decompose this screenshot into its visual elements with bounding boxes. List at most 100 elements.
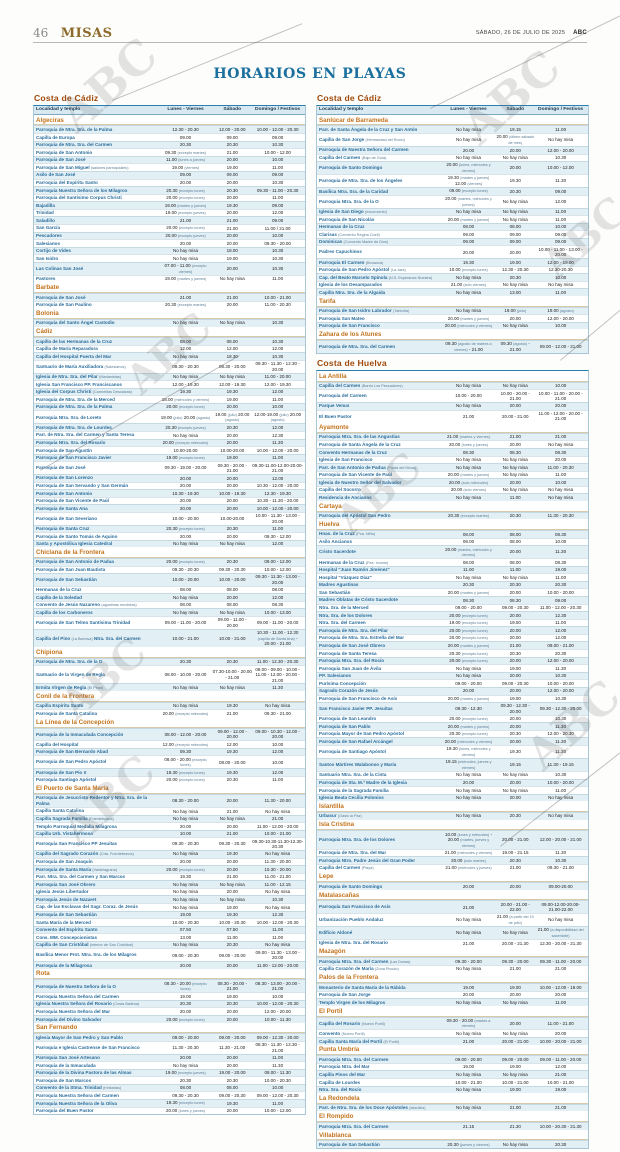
time-cell-sunday: 09.00-12.00-20.00-21.00-22.00 [541,901,580,913]
time-cell-sunday: 12.00 - 20.00 - 21.00 [539,837,582,843]
time-cell-weekday: 20.00 (excepto lunes) [166,225,205,231]
time-cell-saturday: No hay misa [502,999,528,1005]
time-cell-saturday: No hay misa [502,383,528,389]
time-cell-saturday: 19.00 [509,696,521,702]
schedule-row: Urbasur (Oasis la Paz) No hay misa 20.30 No… [317,811,588,820]
time-cell-weekday: 19.00 (excepto jueves) [165,1070,206,1076]
schedule-row: Parroquia e Iglesia Castrense de San Fra… [34,1040,305,1054]
time-cell-saturday: 20.00 [226,404,238,410]
church-name-cell: Parroquia de Sta. M.ª Madre de la Iglesi… [319,780,407,785]
schedule-row: Parroquia Santiago Apóstol 20.00 (excepto… [34,775,305,784]
time-cell-weekday: No hay misa [456,209,482,215]
time-cell-saturday: 20.00 [226,594,238,600]
time-cell-weekday: 19.00 (excepto lunes) [449,620,488,626]
time-cell-weekday: 19.00 (excepto lunes) [166,455,205,461]
time-cell-saturday: 21.00 [226,225,238,231]
church-name-cell: Parroquia de San Antonio [36,149,93,155]
time-cell-sunday: No hay misa [265,851,291,857]
church-name-cell: Clarisas (Convento Regina Coeli) [319,231,380,237]
schedule-note: (excepto lunes) [461,621,488,626]
time-cell-weekday: 11.30 - 20.30 [172,1044,199,1050]
time-cell-sunday: 09.30-10.30-11.30-12.30-20.30 [252,838,303,850]
schedule-row: Parroquia de la Sagrada Familia No hay mi… [317,786,588,794]
schedule-row: Salesianos 20.00 20.00 09.30 - 20.00 [34,239,305,247]
time-cell-saturday: 20.30 [226,1077,238,1083]
time-cell-sunday: 10.00 - 12.00 - 20.00 [256,505,299,511]
schedule-row: Ntra. Sra. del Rocío No hay misa 19.00 19.0… [317,1085,588,1094]
time-cell-saturday: 08.00 [226,587,238,593]
church-name-cell: Parroquia Ntra. Sra. del Rocío [319,658,385,664]
time-cell-weekday: 20.00 (solo viernes) [450,487,487,493]
church-name-cell: Parroquia Jesús de Nazaret [36,896,97,902]
church-name-cell: Iglesia de Nuestro Señor del Salvador [319,479,402,485]
schedule-row: Iglesia de San Diego (exconvento) No hay … [317,207,588,216]
schedule-note: (capilla de Santa Ana) [257,636,295,641]
schedule-note: (martes y jueves) [460,643,490,648]
time-cell-saturday: 09.30 - 20.00 - 21.00 [217,462,247,474]
schedule-note: (miércoles, jueves y viernes) [457,760,492,770]
time-cell-weekday: No hay misa [456,289,482,295]
church-name-cell: Parroquia Nuestra Señora del Carmen [36,1092,119,1098]
schedule-row: Santa y Apostólica Iglesia Catedral No ha… [34,539,305,548]
church-name-cell: Parroquia Ntra. Sra. de los Dolores [319,837,396,843]
time-cell-saturday: No hay misa [502,574,528,580]
time-cell-weekday: No hay misa [173,889,199,895]
time-cell-sunday: 10.00 - 12.00 - 20.30 [256,919,299,925]
time-cell-sunday: 12.00 [554,627,567,633]
time-cell-saturday: No hay misa [219,320,245,326]
church-name-cell: Basílica Menor Prot. Ntra. Sra. de los M… [36,952,137,958]
time-cell-saturday: 20.00 - 21.00 - 22.00 [500,901,530,913]
time-cell-saturday: 20.00 [226,866,238,872]
schedule-row: Parroquia de Ntra. Sra. de la Palma 20.00… [34,402,305,411]
time-cell-saturday: 19.00 - 20.00 [218,1070,246,1076]
church-name-cell: Iglesia de los Desamparados [319,282,383,288]
schedule-note: (Zona Picudo) [374,967,399,972]
schedule-row: Parroquia de San Vicente de Paúl 20.00 (m… [317,470,588,479]
church-name-cell: Parroquia Nuestra Señora de la Oliva [36,1100,117,1106]
church-name-cell: Iglesia de Ntra. Sra. del Pilar (Mariani… [36,374,122,380]
masthead: 46 MISAS SÁBADO, 26 DE JULIO DE 2025 ABC [33,26,587,41]
schedule-row: Parroquia de Santa Ángela de la Cruz 20.0… [317,440,588,448]
town-header: Huelva [317,519,588,531]
church-name-cell: Capilla Ntra. Sra. de la Algaida [319,289,386,295]
time-cell-saturday: 19.30 [226,202,238,208]
time-cell-saturday: 19.30 [226,912,238,918]
schedule-row: Parroquia de San José 11.00 (lunes a juev… [34,155,305,164]
church-name-cell: Parroquia de Jesucristo Redentor y Ntra.… [36,795,148,807]
schedule-note: (excepto lunes) [461,636,488,641]
time-cell-sunday: 19.00 [554,567,567,573]
town-header: El Rompido [317,1111,588,1123]
time-cell-sunday: 10.00 [271,993,284,999]
schedule-row: Parroquia de San Leandro 20.00 (excepto l… [317,714,588,723]
schedule-row: Cap. del Beato Marcelo Spínola (N.S. Esp… [317,273,588,281]
schedule-row: Parroquia Ntra. Sra. de las Angustias 21.… [317,432,588,441]
time-cell-weekday: No hay misa [456,772,482,778]
schedule-row: Parque Venus No hay misa 20.00 20.00 [317,401,588,410]
town-header: La Antilla [317,371,588,382]
schedule-row: Bajadilla 19.00 (martes y jueves) 19.30 09.… [34,201,305,209]
schedule-row: Cons. MM. Concepcionistas 13.00 11.00 11.00 [34,933,305,941]
time-cell-sunday: 09.30 - 11.00 - 20.00 [539,958,582,964]
church-name-cell: Capilla del Pino (La Barrosa) Ntra. Sra.… [36,635,141,641]
church-name-cell: Parroquia de Santa Cruz [36,525,90,531]
time-cell-saturday: 21.00 [226,149,238,155]
time-cell-saturday: 20.30 [226,187,238,193]
time-cell-weekday: 20.00 (excepto lunes) [449,658,488,664]
church-name-cell: Parroquia de San Lorenzo [36,475,93,481]
time-cell-weekday: 20.00 (martes y jueves) [447,589,490,595]
schedule-row: Parroquia de San Miguel (salones parroqu… [34,163,305,171]
town-header: Chiclana de la Frontera [34,547,305,558]
time-cell-sunday: 11.30 [555,850,567,856]
schedule-note: (lunes y jueves) [178,1109,206,1114]
town-header: El Puerto de Santa María [34,783,305,795]
time-cell-sunday: 12.00-19.00 (julio) 20.00 (agosto) [254,411,302,423]
time-cell-weekday: No hay misa [173,942,199,948]
time-cell-saturday: 20.00 [509,723,521,729]
time-cell-saturday: No hay misa [502,155,528,161]
schedule-row: Urbanización Pueblo Andaluz No hay misa 21… [317,913,588,926]
time-cell-weekday: 08.00 - 20.00 (excepto lunes) [164,756,207,768]
church-name-cell: Capilla de las Hermanas de la Cruz [36,338,113,344]
time-cell-sunday: 10.00 - 11.30 [264,1016,291,1022]
schedule-row: Parroquia San Mateo 20.00 (martes y jueve… [317,314,588,322]
schedule-row: Parroquia San José Obrero No hay misa No h… [34,880,305,888]
